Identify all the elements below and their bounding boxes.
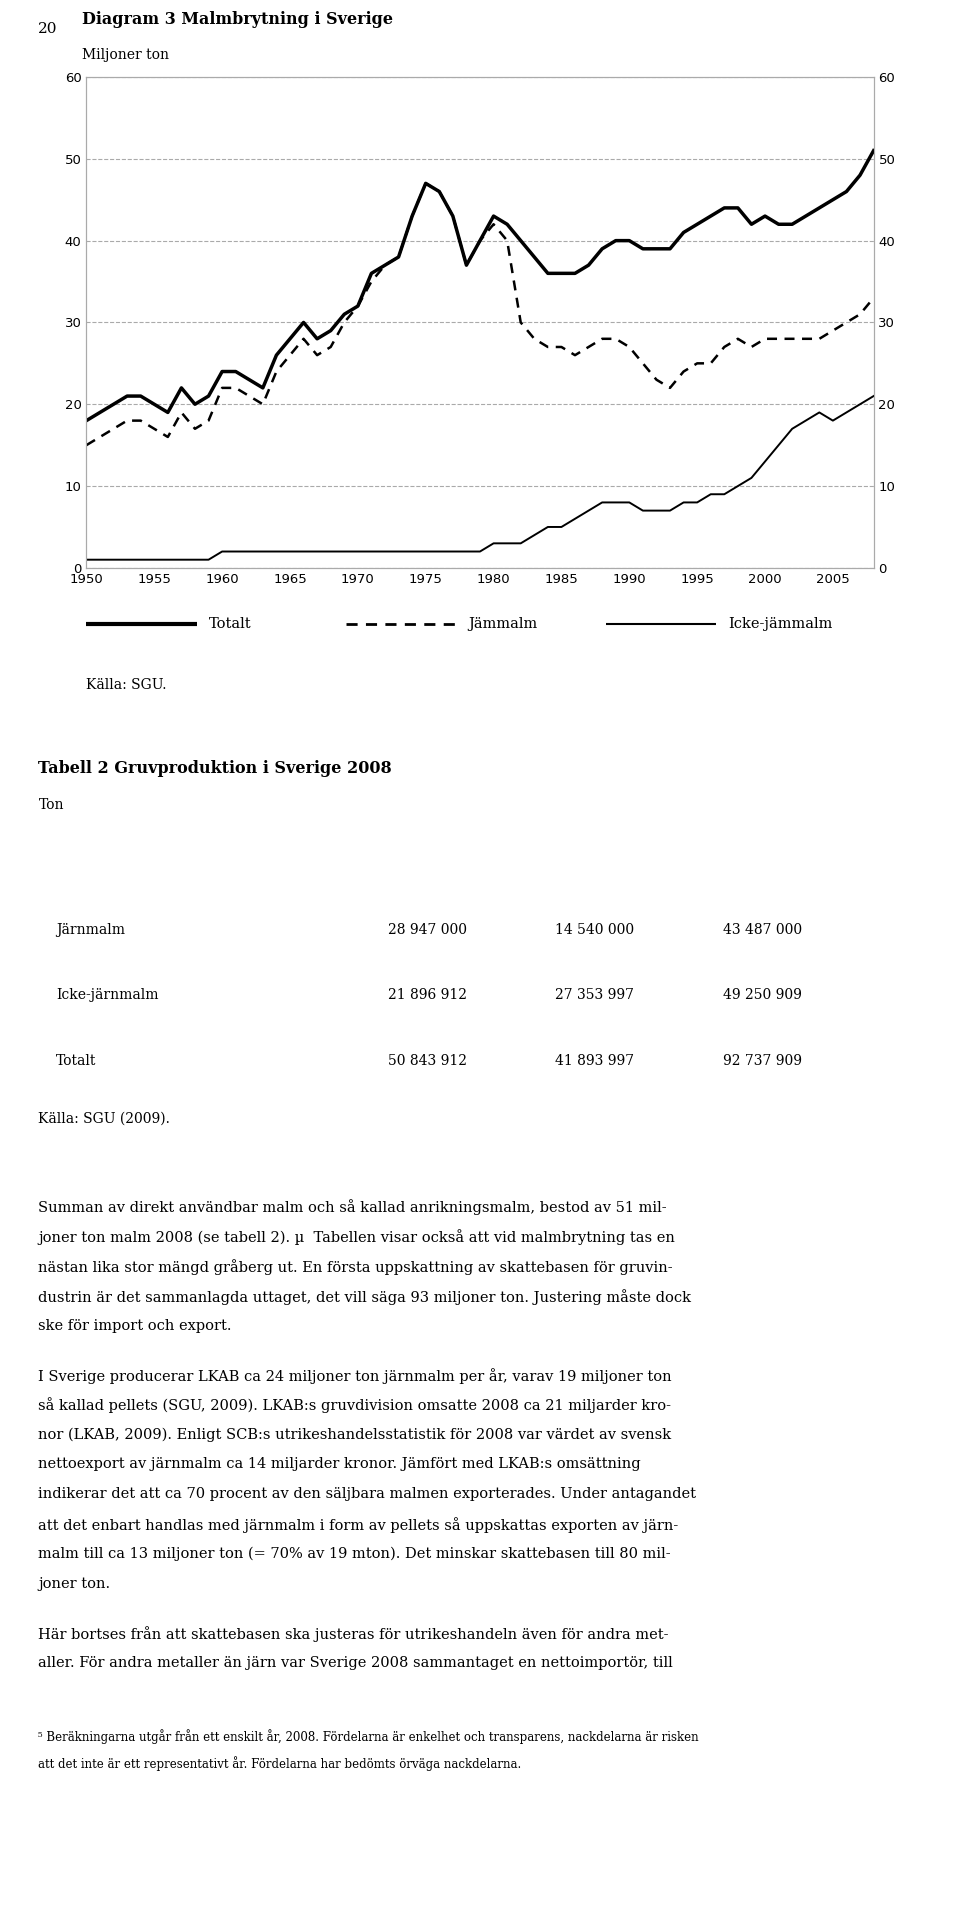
Text: 21 896 912: 21 896 912 bbox=[388, 988, 467, 1003]
Text: nästan lika stor mängd gråberg ut. En första uppskattning av skattebasen för gru: nästan lika stor mängd gråberg ut. En fö… bbox=[38, 1259, 673, 1274]
Text: Totalt: Totalt bbox=[208, 616, 252, 631]
Text: 20: 20 bbox=[38, 21, 58, 37]
Text: 28 947 000: 28 947 000 bbox=[388, 922, 467, 937]
Text: Malm: Malm bbox=[405, 857, 449, 872]
Text: Jämmalm: Jämmalm bbox=[468, 616, 538, 631]
Text: 41 893 997: 41 893 997 bbox=[555, 1053, 635, 1068]
Text: Här bortses från att skattebasen ska justeras för utrikeshandeln även för andra : Här bortses från att skattebasen ska jus… bbox=[38, 1627, 669, 1642]
Text: Diagram 3 Malmbrytning i Sverige: Diagram 3 Malmbrytning i Sverige bbox=[83, 12, 394, 27]
Text: aller. För andra metaller än järn var Sverige 2008 sammantaget en nettoimportör,: aller. För andra metaller än järn var Sv… bbox=[38, 1656, 673, 1669]
Text: 14 540 000: 14 540 000 bbox=[555, 922, 635, 937]
Text: Icke-jämmalm: Icke-jämmalm bbox=[728, 616, 832, 631]
Text: Miljoner ton: Miljoner ton bbox=[83, 48, 170, 62]
Text: 43 487 000: 43 487 000 bbox=[723, 922, 803, 937]
Text: Järnmalm: Järnmalm bbox=[56, 922, 125, 937]
Text: 49 250 909: 49 250 909 bbox=[723, 988, 802, 1003]
Text: joner ton malm 2008 (se tabell 2). µ  Tabellen visar också att vid malmbrytning : joner ton malm 2008 (se tabell 2). µ Tab… bbox=[38, 1230, 675, 1245]
Text: nettoexport av järnmalm ca 14 miljarder kronor. Jämfört med LKAB:s omsättning: nettoexport av järnmalm ca 14 miljarder … bbox=[38, 1457, 641, 1471]
Text: malm till ca 13 miljoner ton (= 70% av 19 mton). Det minskar skattebasen till 80: malm till ca 13 miljoner ton (= 70% av 1… bbox=[38, 1548, 671, 1561]
Text: dustrin är det sammanlagda uttaget, det vill säga 93 miljoner ton. Justering mås: dustrin är det sammanlagda uttaget, det … bbox=[38, 1290, 691, 1305]
Text: indikerar det att ca 70 procent av den säljbara malmen exporterades. Under antag: indikerar det att ca 70 procent av den s… bbox=[38, 1488, 696, 1502]
Text: Totalt: Totalt bbox=[740, 857, 785, 872]
Text: Totalt: Totalt bbox=[56, 1053, 96, 1068]
Text: 50 843 912: 50 843 912 bbox=[388, 1053, 467, 1068]
Text: Icke-järnmalm: Icke-järnmalm bbox=[56, 988, 158, 1003]
Text: 27 353 997: 27 353 997 bbox=[555, 988, 635, 1003]
Text: nor (LKAB, 2009). Enligt SCB:s utrikeshandelsstatistik för 2008 var värdet av sv: nor (LKAB, 2009). Enligt SCB:s utrikesha… bbox=[38, 1428, 672, 1442]
Text: ske för import och export.: ske för import och export. bbox=[38, 1319, 232, 1332]
Text: Källa: SGU (2009).: Källa: SGU (2009). bbox=[38, 1111, 170, 1126]
Text: joner ton.: joner ton. bbox=[38, 1577, 110, 1590]
Text: Summan av direkt användbar malm och så kallad anrikningsmalm, bestod av 51 mil-: Summan av direkt användbar malm och så k… bbox=[38, 1199, 667, 1215]
Text: så kallad pellets (SGU, 2009). LKAB:s gruvdivision omsatte 2008 ca 21 miljarder : så kallad pellets (SGU, 2009). LKAB:s gr… bbox=[38, 1398, 671, 1413]
Text: Källa: SGU.: Källa: SGU. bbox=[86, 678, 167, 693]
Text: att det inte är ett representativt år. Fördelarna har bedömts örväga nackdelarna: att det inte är ett representativt år. F… bbox=[38, 1756, 521, 1771]
Text: 92 737 909: 92 737 909 bbox=[723, 1053, 803, 1068]
Text: I Sverige producerar LKAB ca 24 miljoner ton järnmalm per år, varav 19 miljoner : I Sverige producerar LKAB ca 24 miljoner… bbox=[38, 1369, 672, 1384]
Text: Ton: Ton bbox=[38, 797, 64, 812]
Text: att det enbart handlas med järnmalm i form av pellets så uppskattas exporten av : att det enbart handlas med järnmalm i fo… bbox=[38, 1517, 679, 1532]
Text: Tabell 2 Gruvproduktion i Sverige 2008: Tabell 2 Gruvproduktion i Sverige 2008 bbox=[38, 760, 392, 776]
Text: Gråberg: Gråberg bbox=[563, 857, 627, 872]
Text: ⁵ Beräkningarna utgår från ett enskilt år, 2008. Fördelarna är enkelhet och tran: ⁵ Beräkningarna utgår från ett enskilt å… bbox=[38, 1731, 699, 1744]
